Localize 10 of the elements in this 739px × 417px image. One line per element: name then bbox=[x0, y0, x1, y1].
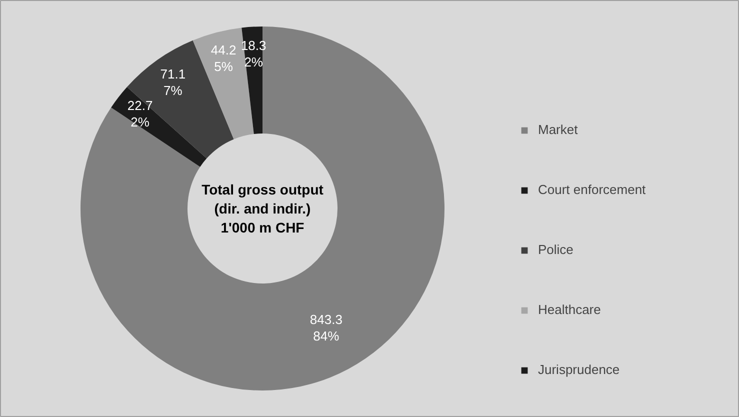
legend-label: Jurisprudence bbox=[538, 362, 620, 377]
legend-label: Police bbox=[538, 242, 574, 257]
data-label: 71.1 7% bbox=[160, 66, 186, 98]
legend-label: Healthcare bbox=[538, 302, 601, 317]
data-label: 44.2 5% bbox=[210, 42, 236, 74]
text: Total gross output (dir. and indir.) 1'000 m CHF bbox=[202, 181, 324, 236]
data-label: 22.7 2% bbox=[127, 98, 153, 130]
data-label: 843.3 84% bbox=[310, 312, 342, 344]
legend-label: Court enforcement bbox=[538, 182, 646, 197]
legend-label: Market bbox=[538, 122, 578, 137]
